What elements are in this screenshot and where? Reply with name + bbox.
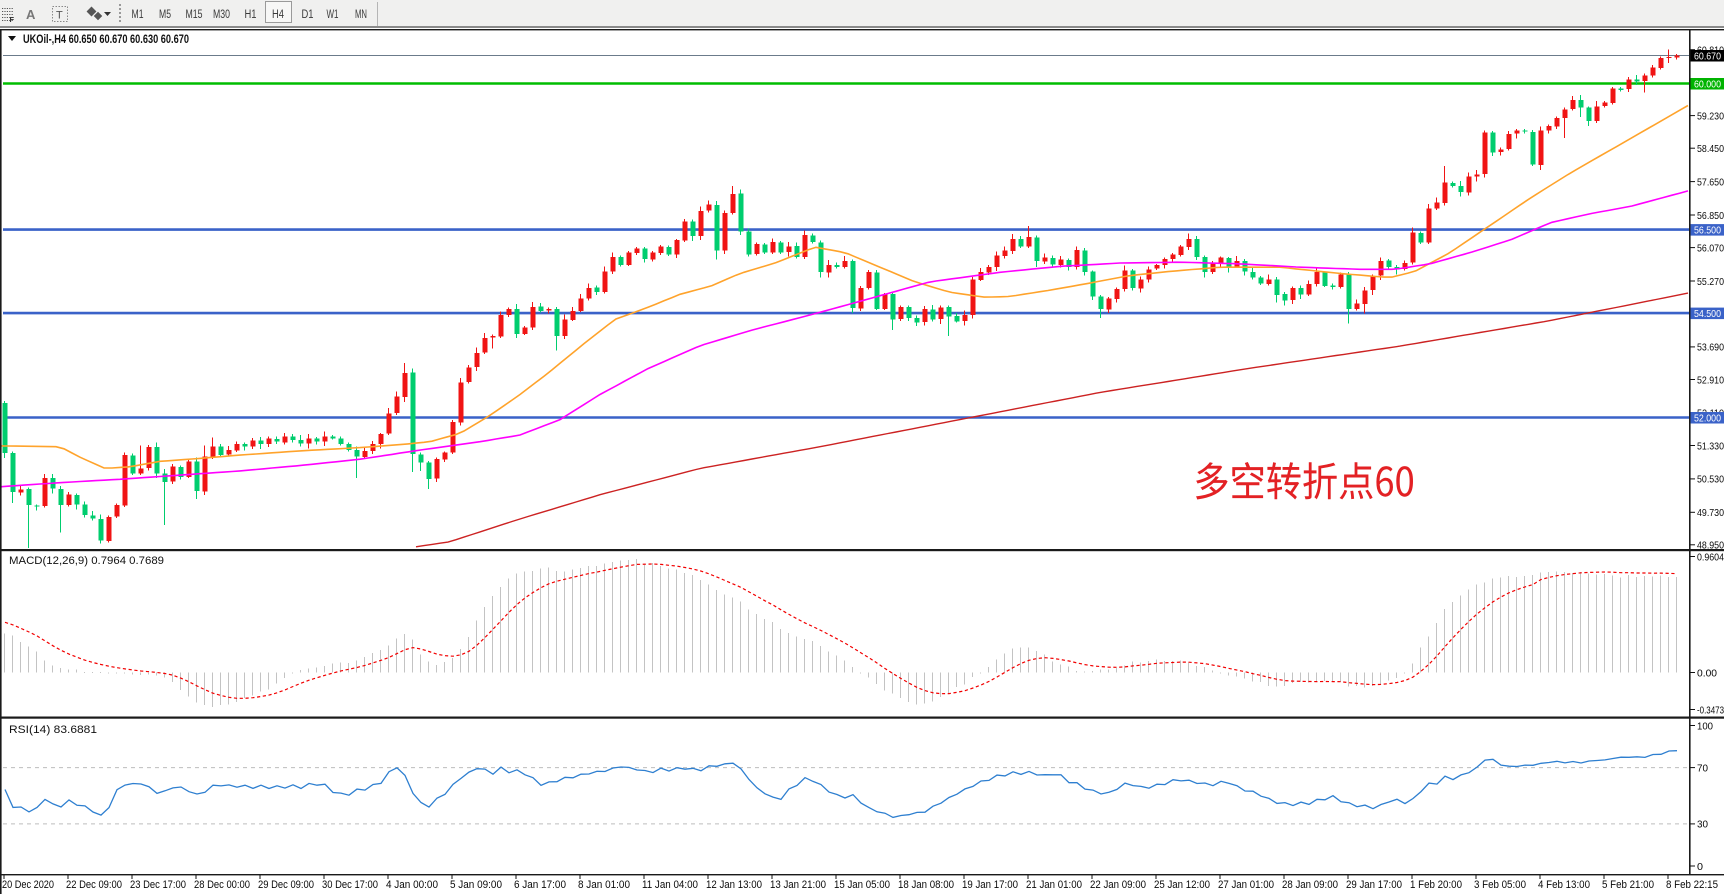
svg-text:8 Jan 01:00: 8 Jan 01:00	[578, 879, 630, 891]
svg-text:MN: MN	[355, 9, 367, 21]
svg-text:25 Jan 12:00: 25 Jan 12:00	[1154, 879, 1210, 891]
svg-text:30: 30	[1697, 819, 1708, 831]
svg-text:13 Jan 21:00: 13 Jan 21:00	[770, 879, 826, 891]
svg-text:D1: D1	[302, 9, 314, 21]
svg-text:57.650: 57.650	[1697, 176, 1724, 188]
svg-text:58.450: 58.450	[1697, 143, 1724, 155]
svg-text:M5: M5	[159, 9, 171, 21]
svg-text:53.690: 53.690	[1697, 342, 1724, 354]
svg-text:H4: H4	[272, 9, 284, 21]
svg-text:23 Dec 17:00: 23 Dec 17:00	[130, 879, 186, 891]
svg-text:A: A	[26, 7, 36, 22]
svg-text:0.9604: 0.9604	[1697, 551, 1724, 563]
svg-text:18 Jan 08:00: 18 Jan 08:00	[898, 879, 954, 891]
svg-text:100: 100	[1697, 720, 1713, 732]
svg-text:28 Dec 00:00: 28 Dec 00:00	[194, 879, 250, 891]
svg-text:30 Dec 17:00: 30 Dec 17:00	[322, 879, 378, 891]
svg-text:55.270: 55.270	[1697, 276, 1724, 288]
svg-text:50.530: 50.530	[1697, 474, 1724, 486]
svg-text:4 Jan 00:00: 4 Jan 00:00	[386, 879, 438, 891]
svg-text:56.070: 56.070	[1697, 242, 1724, 254]
svg-text:56.850: 56.850	[1697, 210, 1724, 222]
svg-text:-0.3473: -0.3473	[1697, 704, 1724, 716]
svg-text:48.950: 48.950	[1697, 540, 1724, 552]
svg-text:60.670: 60.670	[1694, 51, 1721, 63]
svg-text:60.000: 60.000	[1694, 79, 1721, 91]
svg-text:5 Feb 21:00: 5 Feb 21:00	[1602, 879, 1654, 891]
svg-text:3 Feb 05:00: 3 Feb 05:00	[1474, 879, 1526, 891]
svg-text:22 Jan 09:00: 22 Jan 09:00	[1090, 879, 1146, 891]
svg-text:70: 70	[1697, 762, 1708, 774]
svg-text:15 Jan 05:00: 15 Jan 05:00	[834, 879, 890, 891]
svg-text:54.500: 54.500	[1694, 308, 1721, 320]
svg-text:19 Jan 17:00: 19 Jan 17:00	[962, 879, 1018, 891]
svg-text:UKOil-,H4 60.650 60.670 60.63: UKOil-,H4 60.650 60.670 60.630 60.670	[23, 34, 189, 46]
svg-text:29 Dec 09:00: 29 Dec 09:00	[258, 879, 314, 891]
svg-text:20 Dec 2020: 20 Dec 2020	[2, 879, 54, 891]
svg-text:27 Jan 01:00: 27 Jan 01:00	[1218, 879, 1274, 891]
svg-text:8 Feb 22:15: 8 Feb 22:15	[1666, 879, 1718, 891]
svg-text:H1: H1	[245, 9, 257, 21]
svg-text:52.910: 52.910	[1697, 374, 1724, 386]
svg-text:28 Jan 09:00: 28 Jan 09:00	[1282, 879, 1338, 891]
svg-text:29 Jan 17:00: 29 Jan 17:00	[1346, 879, 1402, 891]
svg-text:11 Jan 04:00: 11 Jan 04:00	[642, 879, 698, 891]
svg-text:22 Dec 09:00: 22 Dec 09:00	[66, 879, 122, 891]
svg-text:0: 0	[1697, 861, 1703, 873]
svg-text:F: F	[10, 15, 15, 24]
svg-text:52.000: 52.000	[1694, 413, 1721, 425]
svg-text:5 Jan 09:00: 5 Jan 09:00	[450, 879, 502, 891]
svg-text:W1: W1	[327, 9, 339, 21]
svg-text:51.330: 51.330	[1697, 440, 1724, 452]
svg-text:M30: M30	[213, 9, 230, 21]
svg-text:MACD(12,26,9) 0.7964 0.7689: MACD(12,26,9) 0.7964 0.7689	[9, 555, 164, 567]
svg-text:12 Jan 13:00: 12 Jan 13:00	[706, 879, 762, 891]
svg-text:56.500: 56.500	[1694, 225, 1721, 237]
svg-text:RSI(14) 83.6881: RSI(14) 83.6881	[9, 724, 97, 736]
svg-text:1 Feb 20:00: 1 Feb 20:00	[1410, 879, 1462, 891]
svg-text:21 Jan 01:00: 21 Jan 01:00	[1026, 879, 1082, 891]
svg-text:M15: M15	[186, 9, 203, 21]
svg-text:59.230: 59.230	[1697, 110, 1724, 122]
svg-text:49.730: 49.730	[1697, 507, 1724, 519]
svg-text:0.00: 0.00	[1697, 667, 1717, 679]
svg-text:6 Jan 17:00: 6 Jan 17:00	[514, 879, 566, 891]
svg-text:4 Feb 13:00: 4 Feb 13:00	[1538, 879, 1590, 891]
svg-text:T: T	[56, 10, 63, 22]
svg-text:M1: M1	[132, 9, 144, 21]
